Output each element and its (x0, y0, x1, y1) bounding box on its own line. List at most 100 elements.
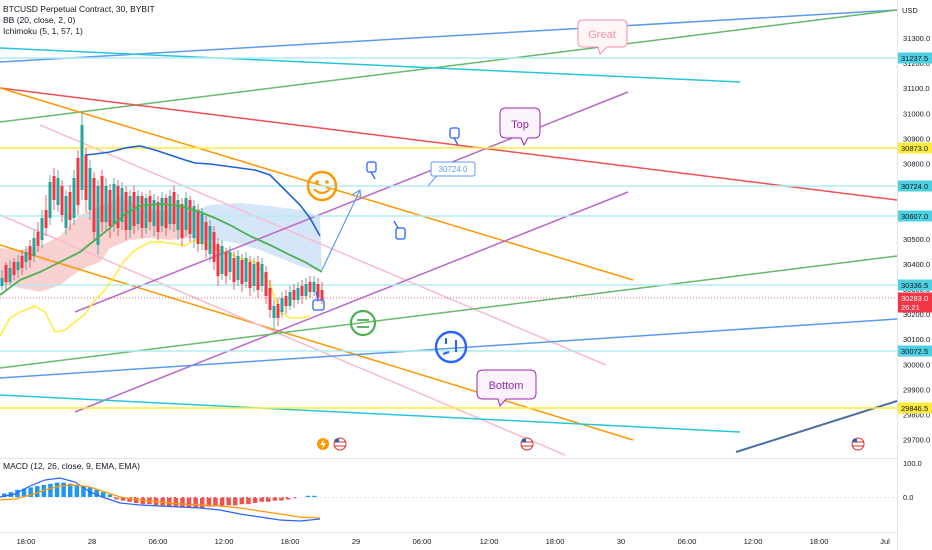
cyan-trend-line-top[interactable] (0, 47, 741, 83)
candle-body (232, 258, 236, 282)
candle-body (248, 262, 252, 288)
bb-indicator-label[interactable]: BB (20, close, 2, 0) (3, 15, 76, 25)
candle-body (28, 246, 32, 260)
candle-body (40, 218, 44, 240)
lightning-icon[interactable] (317, 438, 329, 450)
annotation-top[interactable]: Top (499, 107, 541, 147)
steel-blue-trend-line[interactable] (735, 400, 898, 453)
candle-body (228, 252, 232, 272)
macd-indicator-label[interactable]: MACD (12, 26, close, 9, EMA, EMA) (3, 461, 140, 471)
macd-histogram-bar (193, 497, 198, 508)
green-trend-line-bottom[interactable] (0, 255, 898, 369)
candle-body (128, 196, 132, 230)
candle-body (120, 188, 124, 222)
candle-body (196, 210, 200, 244)
pink-channel-bottom[interactable] (0, 214, 566, 456)
time-axis-label: Jul (880, 537, 890, 546)
candle-body (272, 306, 276, 318)
trend-lines[interactable] (0, 9, 898, 456)
time-axis-label: 12:00 (744, 537, 763, 546)
macd-signal-line (0, 484, 321, 519)
pointing-hand-icon[interactable] (449, 127, 460, 146)
annotation-price-label[interactable]: 30724.0 (430, 161, 476, 177)
candle-body (0, 278, 4, 286)
red-trend-line[interactable] (0, 87, 898, 201)
candle-body (20, 256, 24, 268)
candle-body (52, 176, 56, 200)
candle-body (108, 190, 112, 226)
purple-channel-bottom[interactable] (74, 191, 629, 413)
candle-body (88, 168, 92, 210)
macd-histogram-bar (279, 497, 284, 501)
candle-body (32, 238, 36, 256)
time-axis[interactable]: 18:00 28 06:00 12:00 18:00 29 06:00 12:00 18:00 3… (17, 537, 891, 546)
macd-histogram-bar (160, 497, 165, 506)
candle-body (60, 186, 64, 215)
price-axis[interactable]: 31300.0 31200.0 31100.0 31000.0 30900.0 30800… (903, 34, 930, 445)
price-tag-label: 30607.0 (901, 212, 928, 221)
candle-body (188, 200, 192, 234)
candle-body (172, 192, 176, 224)
blue-trend-line-bottom[interactable] (0, 318, 898, 379)
annotation-bottom[interactable]: Bottom (476, 369, 537, 408)
macd-histogram-bar (233, 497, 238, 506)
pointing-hand-icon[interactable] (312, 291, 325, 311)
price-axis-label: 29800.0 (903, 411, 930, 420)
ichimoku-indicator-label[interactable]: Ichimoku (5, 1, 57, 1) (3, 26, 83, 36)
blue-trend-line-top[interactable] (0, 9, 898, 63)
price-tag (898, 292, 932, 304)
clock-face-icon[interactable] (434, 330, 468, 364)
macd-histogram-bar (252, 497, 258, 503)
candle-body (140, 196, 144, 228)
neutral-face-icon[interactable] (349, 309, 377, 337)
pink-channel-top[interactable] (39, 124, 607, 366)
price-tag-label: 30072.5 (901, 347, 928, 356)
macd-histogram-bar (180, 497, 185, 507)
time-axis-label: 06:00 (678, 537, 697, 546)
blue-projection-arrow[interactable] (321, 189, 361, 271)
annotation-great[interactable]: Great (577, 19, 628, 55)
us-flag-icon[interactable] (333, 437, 347, 451)
great-label: Great (588, 29, 616, 41)
candle-body (192, 206, 196, 238)
cyan-trend-line-bottom[interactable] (0, 394, 741, 433)
ichimoku-lead-line (0, 239, 311, 337)
us-flag-icon[interactable] (520, 437, 534, 451)
candle-body (224, 252, 228, 276)
macd-histogram[interactable] (2, 482, 317, 508)
price-axis-label: 31200.0 (903, 59, 930, 68)
candle-body (160, 198, 164, 226)
pointing-hand-icon[interactable] (393, 220, 406, 240)
candle-body (100, 176, 104, 222)
time-axis-label: 18:00 (546, 537, 565, 546)
macd-histogram-bar (239, 497, 245, 505)
candle-body (116, 186, 120, 228)
candle-body (144, 198, 148, 228)
chart-legend[interactable]: BTCUSD Perpetual Contract, 30, BYBIT BB … (3, 4, 155, 37)
candle-body (44, 210, 48, 228)
price-tag-label: 30873.0 (901, 144, 928, 153)
candle-body (148, 196, 152, 222)
price-tag (898, 345, 932, 357)
candle-body (72, 178, 76, 218)
time-axis-label: 12:00 (215, 537, 234, 546)
pointing-hand-icon[interactable] (366, 161, 377, 180)
macd-histogram-bar (28, 487, 33, 497)
symbol-title[interactable]: BTCUSD Perpetual Contract, 30, BYBIT (3, 4, 155, 14)
price-tag (898, 402, 932, 414)
us-flag-icon[interactable] (851, 437, 865, 451)
price-axis-label: 30000.0 (903, 360, 930, 369)
macd-histogram-bar (285, 497, 291, 500)
time-axis-label: 18:00 (17, 537, 36, 546)
bb-upper-band (84, 145, 321, 237)
candle-body (184, 198, 188, 230)
smiley-icon[interactable] (306, 170, 338, 202)
candlestick-series[interactable] (0, 112, 324, 330)
orange-trend-line-top[interactable] (0, 87, 634, 281)
macd-histogram-bar (292, 497, 297, 499)
price-label-text: 30724.0 (439, 165, 468, 174)
macd-histogram-bar (127, 497, 132, 502)
green-trend-line-top[interactable] (0, 9, 898, 123)
macd-axis[interactable]: 100.0 0.0 (903, 459, 922, 502)
